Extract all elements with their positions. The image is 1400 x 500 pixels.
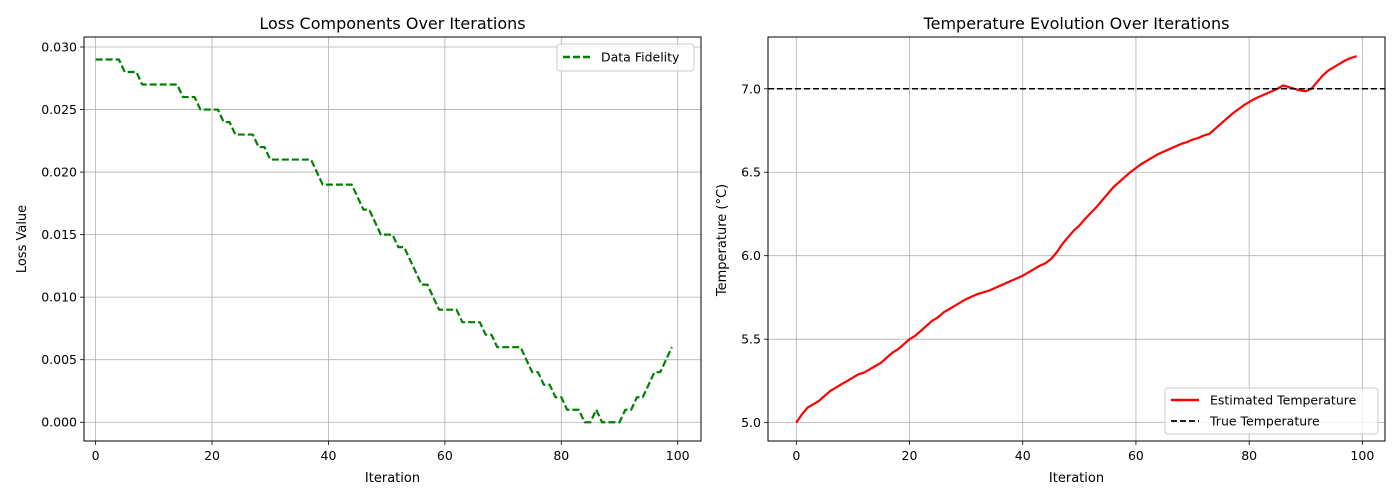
loss-xtick-label: 60: [437, 448, 453, 463]
temperature-legend-label-true: True Temperature: [1209, 414, 1320, 429]
temperature-series-estimated-temperature: [795, 55, 1358, 424]
loss-xtick-label: 100: [666, 448, 690, 463]
loss-chart: Loss Components Over Iterations 0 20 40 60 8…: [15, 14, 702, 486]
temperature-xtick-label: 100: [1350, 448, 1374, 463]
loss-xtick-label: 0: [92, 448, 100, 463]
temperature-ytick-label: 7.0: [741, 81, 761, 96]
temperature-chart: Temperature Evolution Over Iterations 0 2…: [715, 14, 1386, 486]
temperature-legend-label-estimated: Estimated Temperature: [1210, 393, 1357, 408]
temperature-ytick-label: 6.5: [741, 165, 761, 180]
loss-xtick-label: 80: [553, 448, 569, 463]
temperature-chart-xlabel: Iteration: [1049, 471, 1104, 486]
loss-chart-xlabel: Iteration: [365, 471, 420, 486]
loss-chart-title: Loss Components Over Iterations: [259, 14, 525, 33]
loss-legend-box: [556, 43, 695, 72]
temperature-chart-frame: [767, 36, 1386, 442]
loss-ytick-label: 0.020: [41, 165, 77, 180]
loss-legend-label: Data Fidelity: [601, 50, 680, 65]
loss-ytick-label: 0.025: [41, 102, 77, 117]
temperature-xtick-label: 20: [902, 448, 918, 463]
temperature-chart-ylabel: Temperature (°C): [715, 184, 730, 297]
loss-ytick-label: 0.030: [41, 40, 77, 55]
loss-ytick-label: 0.015: [41, 227, 77, 242]
temperature-ytick-label: 6.0: [741, 248, 761, 263]
temperature-xtick-label: 0: [792, 448, 800, 463]
loss-chart-ticks: 0 20 40 60 80 100 0.000 0.005 0.010 0.015 0.020 0.0…: [41, 40, 689, 463]
loss-xtick-label: 40: [321, 448, 337, 463]
temperature-legend-box: [1164, 387, 1379, 435]
temperature-ytick-label: 5.0: [741, 415, 761, 430]
temperature-xtick-label: 60: [1128, 448, 1144, 463]
loss-ytick-label: 0.005: [41, 352, 77, 367]
loss-chart-legend: Data Fidelity: [556, 43, 695, 72]
loss-xtick-label: 20: [204, 448, 220, 463]
temperature-chart-legend: Estimated Temperature True Temperature: [1164, 387, 1379, 435]
temperature-ytick-label: 5.5: [741, 332, 761, 347]
loss-ytick-label: 0.000: [41, 415, 77, 430]
loss-chart-frame: [83, 36, 702, 442]
temperature-xtick-label: 40: [1015, 448, 1031, 463]
temperature-xtick-label: 80: [1241, 448, 1257, 463]
temperature-chart-ticks: 0 20 40 60 80 100 5.0 5.5 6.0 6.5 7.0: [741, 81, 1374, 463]
temperature-chart-series: [768, 55, 1385, 424]
loss-ytick-label: 0.010: [41, 290, 77, 305]
loss-chart-series: [95, 58, 673, 424]
temperature-chart-title: Temperature Evolution Over Iterations: [923, 14, 1230, 33]
loss-chart-ylabel: Loss Value: [15, 205, 30, 273]
loss-series-data-fidelity: [95, 58, 673, 424]
